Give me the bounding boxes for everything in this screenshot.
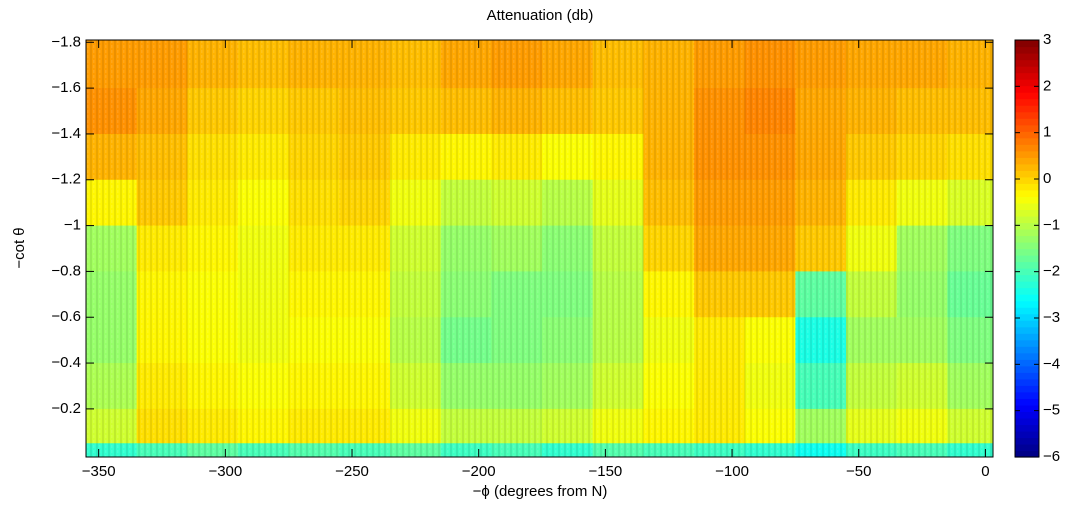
x-tick-label: −200 (462, 463, 496, 480)
colorbar-segment (1015, 66, 1039, 74)
colorbar-segment (1015, 281, 1039, 289)
colorbar-segment (1015, 372, 1039, 380)
colorbar-segment (1015, 137, 1039, 145)
y-tick-label: −1.2 (51, 171, 81, 188)
colorbar-segment (1015, 248, 1039, 256)
colorbar-segment (1015, 339, 1039, 347)
colorbar-segment (1015, 183, 1039, 191)
x-tick-label: −50 (846, 463, 871, 480)
colorbar-segment (1015, 72, 1039, 80)
colorbar-segment (1015, 46, 1039, 54)
colorbar-segment (1015, 59, 1039, 67)
colorbar-tick-label: 1 (1043, 124, 1051, 141)
colorbar-segment (1015, 124, 1039, 132)
colorbar-segment (1015, 85, 1039, 93)
colorbar-segment (1015, 430, 1039, 439)
colorbar-segment (1015, 359, 1039, 367)
colorbar-segment (1015, 53, 1039, 61)
colorbar-segment (1015, 79, 1039, 87)
colorbar-segment (1015, 222, 1039, 230)
texture (86, 40, 993, 457)
y-tick-label: −1 (64, 217, 81, 234)
colorbar-segment (1015, 320, 1039, 328)
y-tick-label: −1.4 (51, 125, 81, 142)
x-tick-label: −100 (715, 463, 749, 480)
colorbar-segment (1015, 398, 1039, 406)
colorbar-segment (1015, 326, 1039, 334)
colorbar-segment (1015, 92, 1039, 100)
colorbar-segment (1015, 157, 1039, 165)
colorbar-segment (1015, 274, 1039, 282)
colorbar-segment (1015, 170, 1039, 178)
colorbar-segment (1015, 118, 1039, 126)
colorbar-segment (1015, 98, 1039, 106)
y-tick-label: −1.8 (51, 33, 81, 50)
colorbar-segment (1015, 228, 1039, 237)
colorbar-segment (1015, 202, 1039, 211)
colorbar-segment (1015, 235, 1039, 243)
y-tick-label: −0.6 (51, 308, 81, 325)
colorbar-tick-label: −2 (1043, 263, 1060, 280)
y-tick-label: −1.6 (51, 79, 81, 96)
y-axis-label: −cot θ (11, 227, 28, 268)
colorbar-tick-label: 3 (1043, 31, 1051, 48)
colorbar-tick-label: −6 (1043, 448, 1060, 465)
colorbar-tick-label: −1 (1043, 216, 1060, 233)
colorbar-segment (1015, 150, 1039, 158)
colorbar-segment (1015, 163, 1039, 171)
colorbar-segment (1015, 111, 1039, 119)
colorbar-segment (1015, 300, 1039, 308)
colorbar-segment (1015, 287, 1039, 295)
colorbar-segment (1015, 391, 1039, 399)
colorbar-segment (1015, 261, 1039, 269)
x-tick-label: −350 (82, 463, 116, 480)
colorbar-segment (1015, 333, 1039, 341)
colorbar-segment (1015, 443, 1039, 452)
colorbar-segment (1015, 346, 1039, 354)
colorbar-segment (1015, 176, 1039, 184)
colorbar-segment (1015, 294, 1039, 302)
colorbar-segment (1015, 189, 1039, 197)
colorbar-segment (1015, 307, 1039, 315)
y-tick-label: −0.4 (51, 354, 81, 371)
colorbar-segment (1015, 40, 1039, 48)
colorbar-segment (1015, 144, 1039, 152)
colorbar-segment (1015, 352, 1039, 360)
x-tick-label: 0 (981, 463, 989, 480)
colorbar-segment (1015, 411, 1039, 419)
x-tick-label: −150 (588, 463, 622, 480)
x-tick-label: −300 (208, 463, 242, 480)
colorbar-frame (1014, 39, 1040, 458)
colorbar-segment (1015, 241, 1039, 250)
colorbar-segment (1015, 385, 1039, 393)
colorbar-segment (1015, 437, 1039, 445)
colorbar-segment (1015, 417, 1039, 426)
x-axis-label: −ϕ (degrees from N) (473, 483, 608, 500)
colorbar-segment (1015, 404, 1039, 412)
colorbar-segment (1015, 378, 1039, 386)
colorbar-segment (1015, 105, 1039, 113)
colorbar-segment (1015, 365, 1039, 373)
y-tick-label: −0.2 (51, 400, 81, 417)
colorbar-segment (1015, 313, 1039, 321)
x-tick-label: −250 (335, 463, 369, 480)
colorbar-segment (1015, 196, 1039, 204)
colorbar-segment (1015, 268, 1039, 276)
colorbar-segment (1015, 209, 1039, 217)
colorbar-segment (1015, 215, 1039, 224)
colorbar-tick-label: −4 (1043, 355, 1060, 372)
colorbar-segment (1015, 450, 1039, 458)
colorbar-segment (1015, 131, 1039, 139)
colorbar-segment (1015, 424, 1039, 432)
plot-frame (85, 39, 994, 458)
colorbar-tick-label: 2 (1043, 77, 1051, 94)
chart-title: Attenuation (db) (487, 7, 594, 24)
colorbar-tick-label: 0 (1043, 170, 1051, 187)
colorbar-segment (1015, 255, 1039, 263)
colorbar-tick-label: −3 (1043, 309, 1060, 326)
colorbar-tick-label: −5 (1043, 402, 1060, 419)
y-tick-label: −0.8 (51, 262, 81, 279)
